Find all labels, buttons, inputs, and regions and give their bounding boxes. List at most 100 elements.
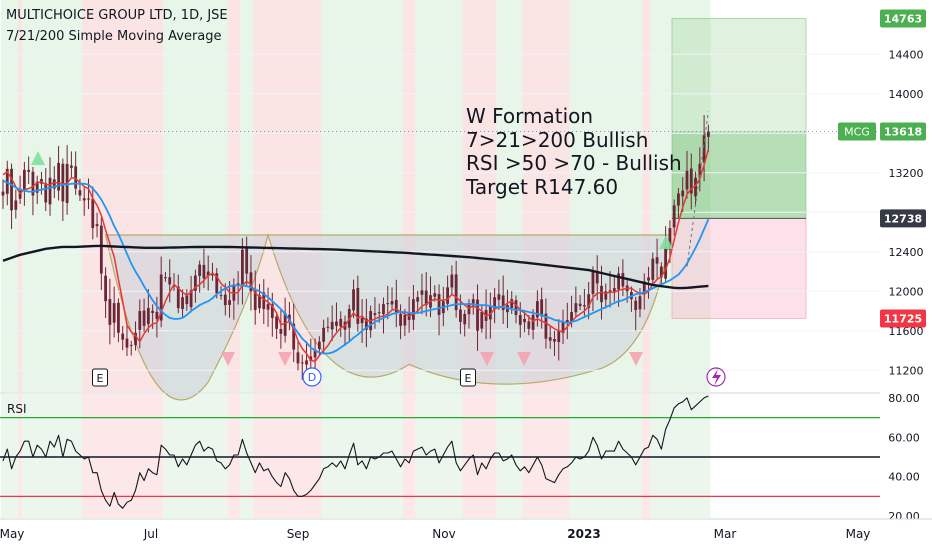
time-axis-background (0, 519, 932, 550)
chart-annotation[interactable]: W Formation 7>21>200 Bullish RSI >50 >70… (466, 104, 682, 199)
candle-body (403, 314, 407, 326)
candle-body (518, 315, 522, 325)
candle-body (181, 297, 184, 309)
candle-body (104, 275, 107, 302)
candle-body (612, 288, 616, 292)
candle-body (112, 303, 116, 323)
rsi-zone (22, 394, 83, 518)
bullish-zone (650, 0, 711, 392)
candle-body (185, 295, 189, 305)
candle-body (189, 290, 193, 308)
candle-body (638, 296, 642, 310)
candle-body (553, 338, 556, 342)
candle-body (74, 166, 78, 189)
candle-body (621, 273, 625, 287)
candle-body (595, 270, 599, 284)
bearish-zone (642, 0, 651, 392)
stop-price-badge: 11725 (880, 309, 926, 328)
bullish-zone (240, 0, 254, 392)
candle-body (138, 311, 142, 330)
rsi-zone (321, 394, 403, 518)
sell-signal-marker (517, 352, 531, 366)
candle-body (681, 190, 685, 197)
rsi-title[interactable]: RSI (7, 402, 27, 416)
stop-price-badge-value: 11725 (884, 312, 922, 325)
rsi-zone (163, 394, 228, 518)
candle-body (202, 264, 206, 279)
candle-body (668, 228, 672, 250)
sma-200-line (2, 244, 709, 290)
candle-body (433, 293, 437, 297)
candle-body (1, 191, 5, 196)
chart-title[interactable]: MULTICHOICE GROUP LTD, 1D, JSE (6, 8, 228, 23)
earnings-event-frame (460, 368, 476, 387)
candle-body (121, 333, 125, 340)
candle-body (476, 299, 479, 331)
rsi-tick-label: 60.00 (888, 431, 920, 444)
stop-price-badge-bg (880, 309, 926, 328)
candle-body (480, 312, 484, 329)
target-price-badge: 14763 (880, 9, 926, 28)
annotation-line: Target R147.60 (466, 174, 619, 199)
sma-7-line (2, 149, 710, 363)
candle-body (91, 198, 95, 229)
candle-body (617, 273, 620, 290)
candle-body (61, 163, 65, 202)
candle-body (501, 295, 505, 311)
candle-body (377, 312, 381, 314)
candle-body (493, 297, 497, 309)
candle-body (694, 177, 697, 197)
candle-body (322, 327, 326, 342)
candle-body (309, 356, 313, 362)
candle-body (99, 225, 103, 274)
candle-body (146, 308, 150, 325)
rsi-zone (569, 394, 643, 518)
candle-body (159, 274, 163, 321)
candle-body (249, 272, 253, 292)
candle-body (583, 305, 586, 307)
earnings-event-frame (92, 368, 108, 387)
candle-body (198, 264, 202, 276)
candle-body (52, 179, 56, 189)
candle-body (382, 304, 385, 315)
last-price-badge-value: 13618 (884, 126, 922, 139)
time-tick-label: Sep (287, 527, 310, 541)
candle-body (335, 321, 338, 326)
candle-body (266, 304, 270, 310)
rsi-tick-label: 80.00 (888, 392, 920, 405)
rsi-zone (82, 394, 164, 518)
rsi-zone (17, 394, 23, 518)
candle-body (591, 270, 595, 294)
candle-body (258, 295, 261, 309)
candle-body (544, 313, 548, 339)
time-tick-label: May (0, 527, 24, 541)
candle-body (232, 284, 236, 301)
earnings-event: E (92, 368, 108, 387)
candle-body (279, 329, 283, 334)
annotation-line: 7>21>200 Bullish (466, 127, 649, 152)
candle-body (125, 338, 129, 348)
rsi-line (2, 395, 709, 509)
candle-body (164, 277, 167, 279)
candle-body (87, 198, 90, 200)
target-price-badge-value: 14763 (884, 12, 922, 25)
entry-price-badge-value: 12738 (884, 212, 922, 225)
candle-body (57, 162, 60, 191)
candle-body (129, 344, 133, 346)
candle-body (386, 303, 390, 305)
sell-signal-marker (480, 352, 494, 366)
candle-body (659, 266, 663, 278)
dividend-event-label: D (308, 371, 316, 384)
stop-zone (671, 218, 807, 319)
indicator-legend[interactable]: 7/21/200 Simple Moving Average (6, 29, 222, 44)
price-tick-label: 14400 (889, 48, 924, 61)
flash-event (706, 367, 726, 387)
rsi-zone (522, 394, 570, 518)
rsi-zone (650, 394, 711, 518)
candle-body (35, 181, 39, 193)
rsi-zone (0, 394, 18, 518)
candle-body (677, 193, 680, 206)
candle-body (360, 317, 364, 324)
candle-body (262, 292, 266, 310)
candle-body (565, 319, 569, 324)
